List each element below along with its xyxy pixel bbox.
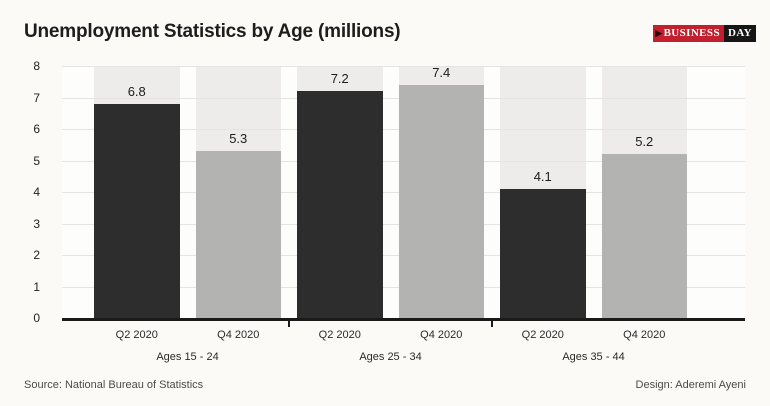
logo-day-text: DAY bbox=[727, 27, 752, 39]
logo-business-segment: ▶ BUSINESS bbox=[653, 25, 724, 42]
quarter-label: Q2 2020 bbox=[115, 329, 158, 341]
source-credit: Source: National Bureau of Statistics bbox=[24, 379, 204, 391]
quarter-label: Q2 2020 bbox=[521, 329, 564, 341]
bar-column: 7.4 bbox=[398, 64, 484, 318]
x-label-group: Q2 2020 Q4 2020 bbox=[94, 329, 281, 341]
age-group-label: Ages 35 - 44 bbox=[562, 351, 625, 363]
x-axis-quarter-labels: Q2 2020 Q4 2020 Q2 2020 Q4 2020 Q2 2020 Q4 20… bbox=[62, 329, 745, 341]
bar-column: 4.1 bbox=[500, 66, 586, 318]
businessday-logo: ▶ BUSINESS DAY bbox=[653, 25, 756, 42]
gridline bbox=[62, 66, 745, 67]
quarter-label: Q4 2020 bbox=[420, 329, 463, 341]
y-tick-label: 1 bbox=[33, 279, 40, 294]
bar-value-label: 7.2 bbox=[330, 71, 349, 87]
bar-group: 7.2 7.4 bbox=[288, 64, 484, 327]
bar-column: 5.3 bbox=[195, 66, 281, 318]
quarter-label: Q4 2020 bbox=[217, 329, 260, 341]
bar-value-label: 7.4 bbox=[432, 64, 451, 80]
quarter-label: Q4 2020 bbox=[623, 329, 666, 341]
y-tick-label: 8 bbox=[33, 59, 40, 73]
y-tick-label: 0 bbox=[33, 311, 40, 325]
bar-group: 4.1 5.2 bbox=[491, 66, 687, 327]
x-label-group: Q2 2020 Q4 2020 bbox=[500, 329, 687, 341]
bar-columns: 6.8 5.3 7.2 7.4 4.1 5.2 bbox=[62, 64, 745, 327]
x-label-group: Q2 2020 Q4 2020 bbox=[297, 329, 484, 341]
y-tick-label: 4 bbox=[33, 185, 40, 199]
bar bbox=[94, 103, 180, 318]
y-tick-label: 7 bbox=[33, 90, 40, 105]
y-tick-label: 3 bbox=[33, 216, 40, 231]
y-tick-label: 2 bbox=[33, 248, 40, 262]
age-group-label: Ages 25 - 34 bbox=[359, 351, 422, 363]
bar-value-label: 4.1 bbox=[533, 168, 552, 184]
quarter-label: Q2 2020 bbox=[318, 329, 361, 341]
bar-column: 5.2 bbox=[601, 66, 687, 318]
bar-column: 7.2 bbox=[297, 66, 383, 318]
bar-value-label: 5.2 bbox=[635, 134, 654, 150]
bar bbox=[398, 84, 484, 318]
plot-area: 6.8 5.3 7.2 7.4 4.1 5.2 bbox=[62, 64, 745, 327]
bar-value-label: 6.8 bbox=[127, 83, 146, 99]
play-arrow-icon: ▶ bbox=[655, 28, 663, 38]
design-credit: Design: Aderemi Ayeni bbox=[635, 379, 746, 391]
y-tick-label: 6 bbox=[33, 122, 40, 136]
age-group-label: Ages 15 - 24 bbox=[156, 351, 219, 363]
bar bbox=[500, 188, 586, 318]
logo-business-text: BUSINESS bbox=[663, 27, 720, 39]
y-tick-label: 5 bbox=[33, 153, 40, 168]
bar bbox=[195, 151, 281, 318]
logo-day-segment: DAY bbox=[723, 25, 756, 42]
x-axis-age-group-labels: Ages 15 - 24 Ages 25 - 34 Ages 35 - 44 bbox=[62, 351, 745, 363]
bar-value-label: 5.3 bbox=[229, 131, 248, 147]
chart-title: Unemployment Statistics by Age (millions… bbox=[24, 21, 401, 42]
bar bbox=[601, 154, 687, 318]
y-axis: 0 1 2 3 4 5 6 7 8 bbox=[0, 59, 52, 325]
footer: Source: National Bureau of Statistics De… bbox=[24, 379, 746, 391]
bar bbox=[297, 91, 383, 318]
bar-column: 6.8 bbox=[94, 66, 180, 318]
bar-group: 6.8 5.3 bbox=[94, 66, 281, 318]
